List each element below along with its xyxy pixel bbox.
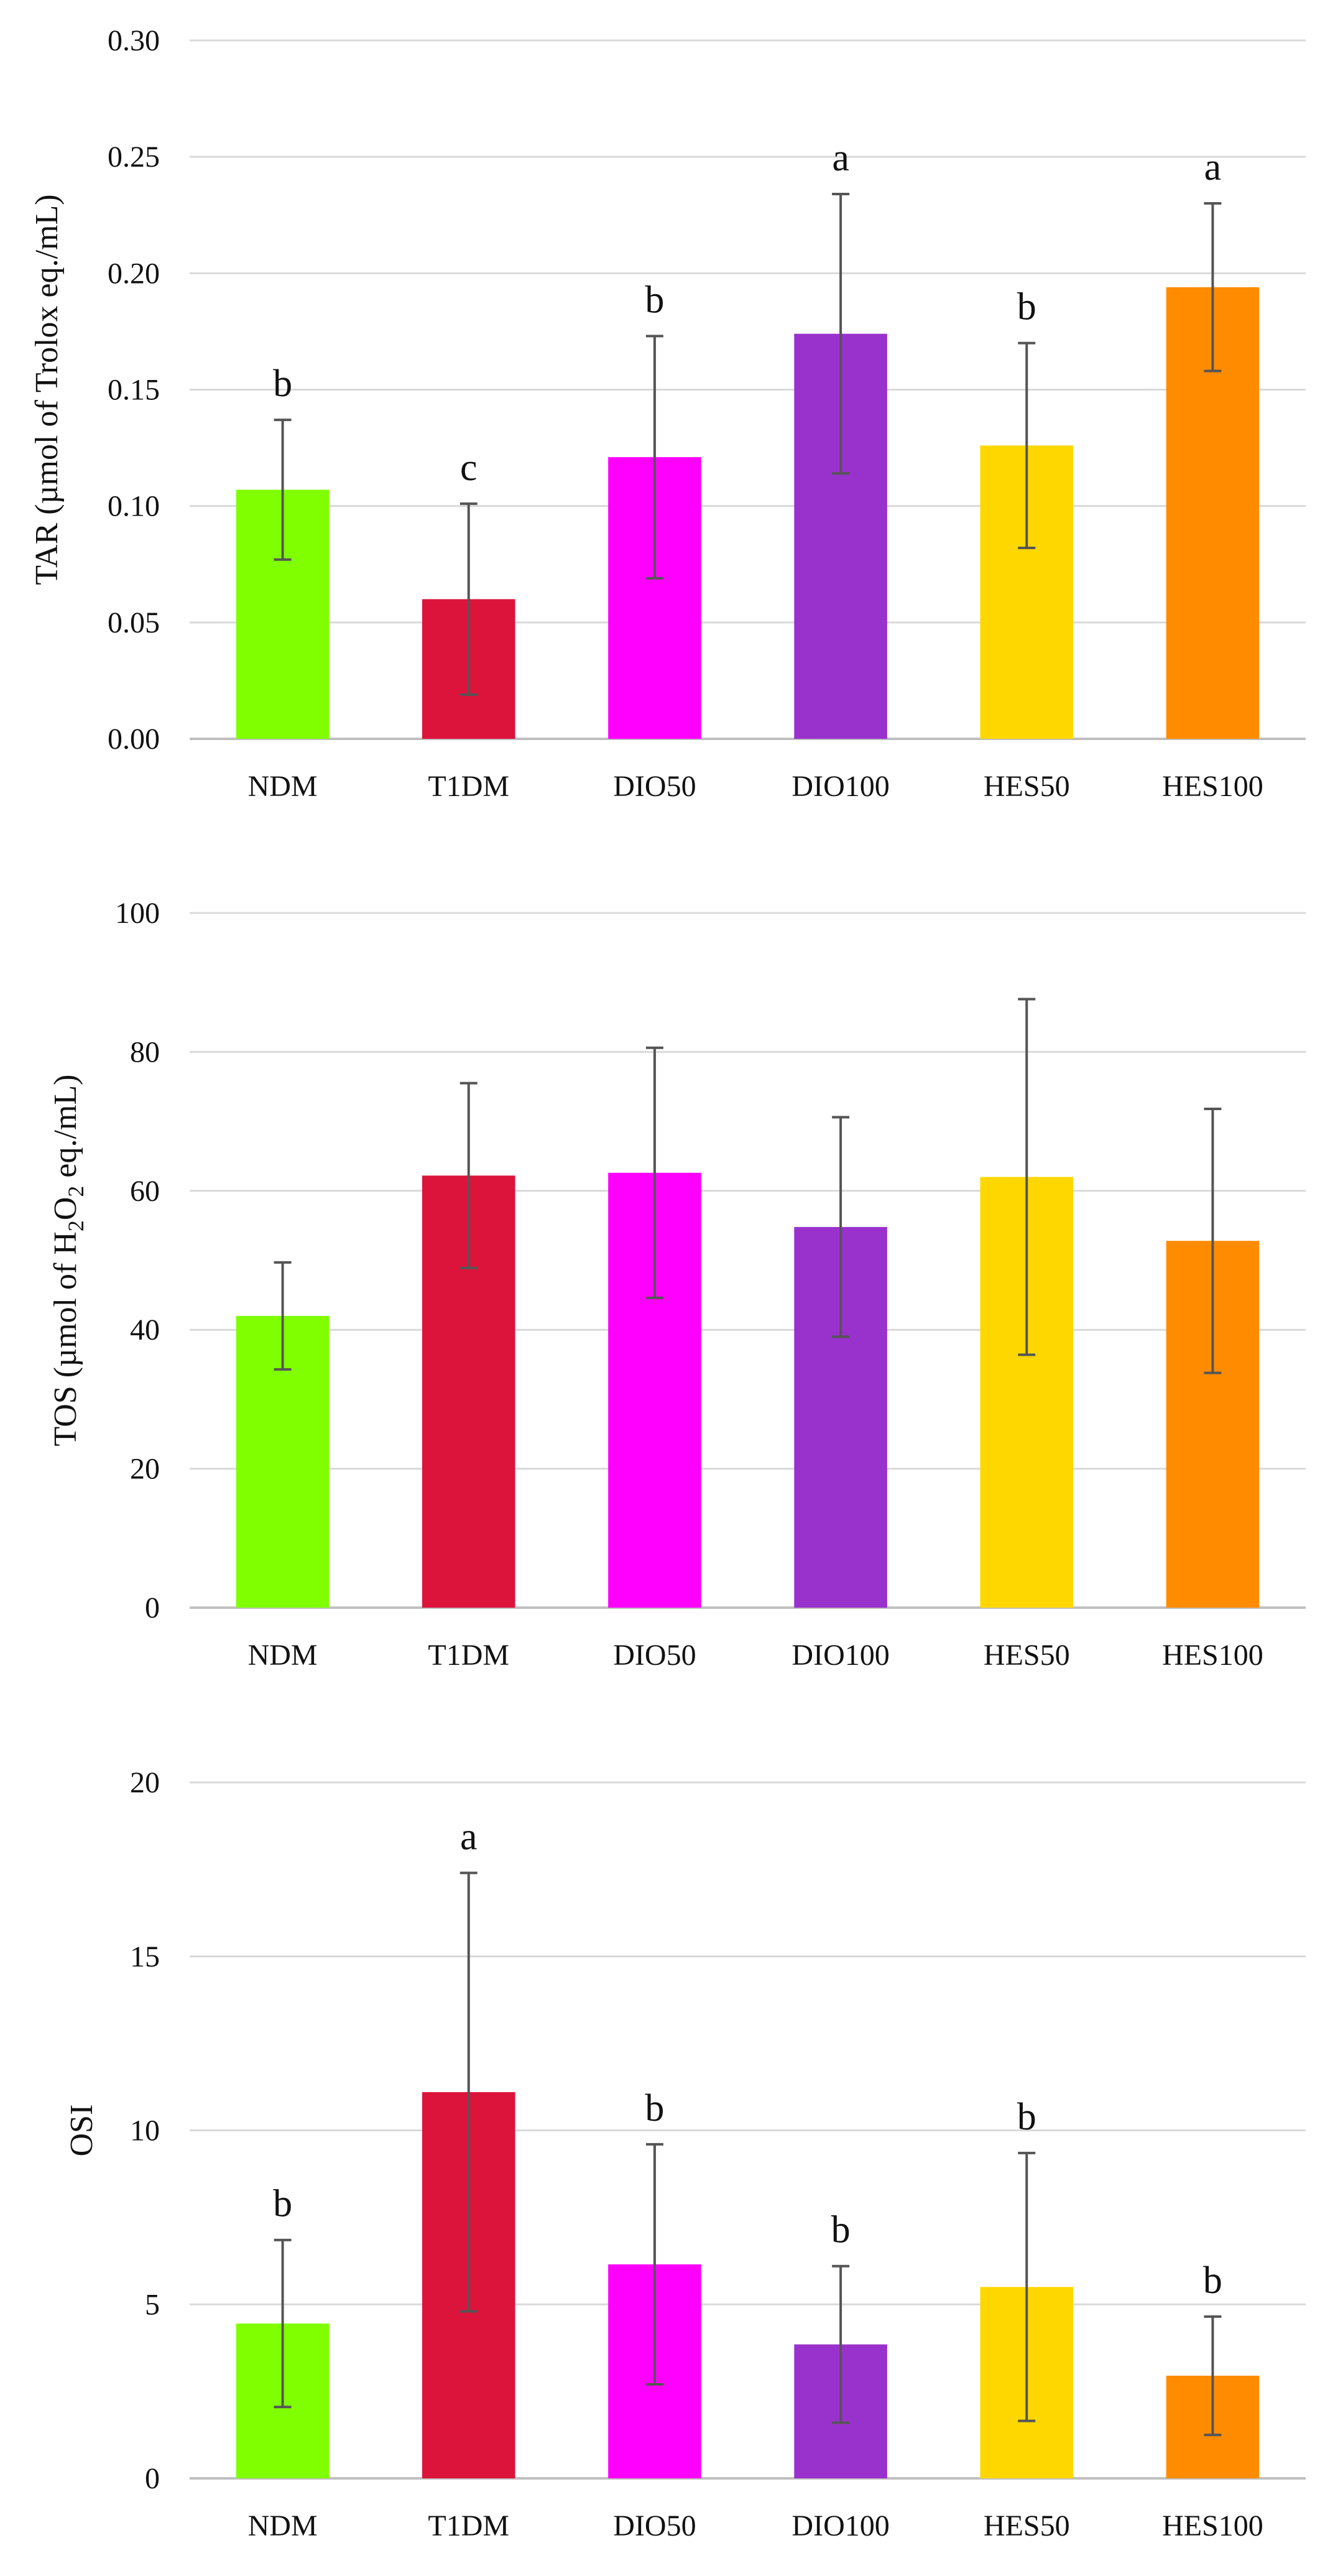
tar-significance-label: a (832, 137, 849, 179)
tos-y-axis-label: TOS (µmol of H2O2 eq./mL) (48, 1075, 88, 1447)
tos-ytick-label: 100 (115, 897, 160, 930)
tar-y-axis-label: TAR (µmol of Trolox eq./mL) (29, 194, 65, 585)
tar-significance-label: a (1204, 146, 1222, 188)
tos-ytick-label: 0 (145, 1591, 160, 1624)
tar-ytick-label: 0.25 (108, 141, 160, 174)
osi-ytick-label: 20 (130, 1766, 160, 1799)
tar-chart: 0.00 0.05 0.10 0.15 0.20 0.25 0.30 b NDM c T1DM b DI… (29, 24, 1306, 803)
osi-significance-label: b (645, 2087, 664, 2129)
tar-xtick-label: DIO50 (613, 770, 696, 803)
osi-xtick-label: DIO50 (613, 2509, 696, 2542)
tar-significance-label: b (273, 363, 292, 405)
tos-ytick-label: 40 (130, 1313, 160, 1346)
tos-xtick-label: NDM (248, 1639, 318, 1672)
osi-xtick-label: HES100 (1162, 2509, 1263, 2542)
tar-ytick-label: 0.30 (108, 24, 160, 57)
tar-ytick-label: 0.20 (108, 257, 160, 290)
tar-xtick-label: HES100 (1162, 770, 1263, 803)
tos-chart: 0 20 40 60 80 100 NDM T1DM DIO50 DIO100 HES50 HES10… (48, 897, 1306, 1672)
tar-xtick-label: T1DM (428, 770, 509, 803)
osi-y-axis-label: OSI (64, 2105, 99, 2157)
osi-xtick-label: HES50 (984, 2509, 1070, 2542)
tar-xtick-label: DIO100 (791, 770, 889, 803)
osi-xtick-label: NDM (248, 2509, 318, 2542)
tos-ytick-label: 60 (130, 1175, 160, 1208)
tos-ytick-label: 20 (130, 1453, 160, 1486)
tos-xtick-label: HES50 (984, 1639, 1070, 1672)
tar-ytick-label: 0.10 (108, 490, 160, 523)
osi-significance-label: b (273, 2183, 292, 2225)
tar-significance-label: c (460, 447, 478, 489)
tos-xtick-label: T1DM (428, 1639, 509, 1672)
tos-xtick-label: HES100 (1162, 1639, 1263, 1672)
tos-xtick-label: DIO50 (613, 1639, 696, 1672)
osi-ytick-label: 5 (145, 2288, 160, 2321)
osi-significance-label: b (831, 2209, 851, 2251)
tar-ytick-label: 0.05 (108, 606, 160, 639)
osi-significance-label: b (1203, 2259, 1222, 2302)
tar-ytick-label: 0.00 (108, 723, 160, 756)
tar-significance-label: b (1017, 286, 1036, 328)
osi-ytick-label: 10 (130, 2115, 160, 2147)
tar-xtick-label: NDM (248, 770, 318, 803)
osi-ytick-label: 15 (130, 1940, 160, 1973)
tar-significance-label: b (645, 279, 664, 321)
osi-significance-label: b (1017, 2096, 1036, 2138)
tos-xtick-label: DIO100 (791, 1639, 889, 1672)
tos-ytick-label: 80 (130, 1035, 160, 1068)
tar-ytick-label: 0.15 (108, 374, 160, 407)
osi-chart: 0 5 10 15 20 b NDM a T1DM b DIO50 b DIO100 b HES50 b HES… (64, 1766, 1306, 2542)
osi-significance-label: a (460, 1815, 478, 1858)
osi-ytick-label: 0 (145, 2462, 160, 2495)
tar-xtick-label: HES50 (984, 770, 1070, 803)
osi-xtick-label: T1DM (428, 2509, 509, 2542)
osi-xtick-label: DIO100 (791, 2509, 889, 2542)
